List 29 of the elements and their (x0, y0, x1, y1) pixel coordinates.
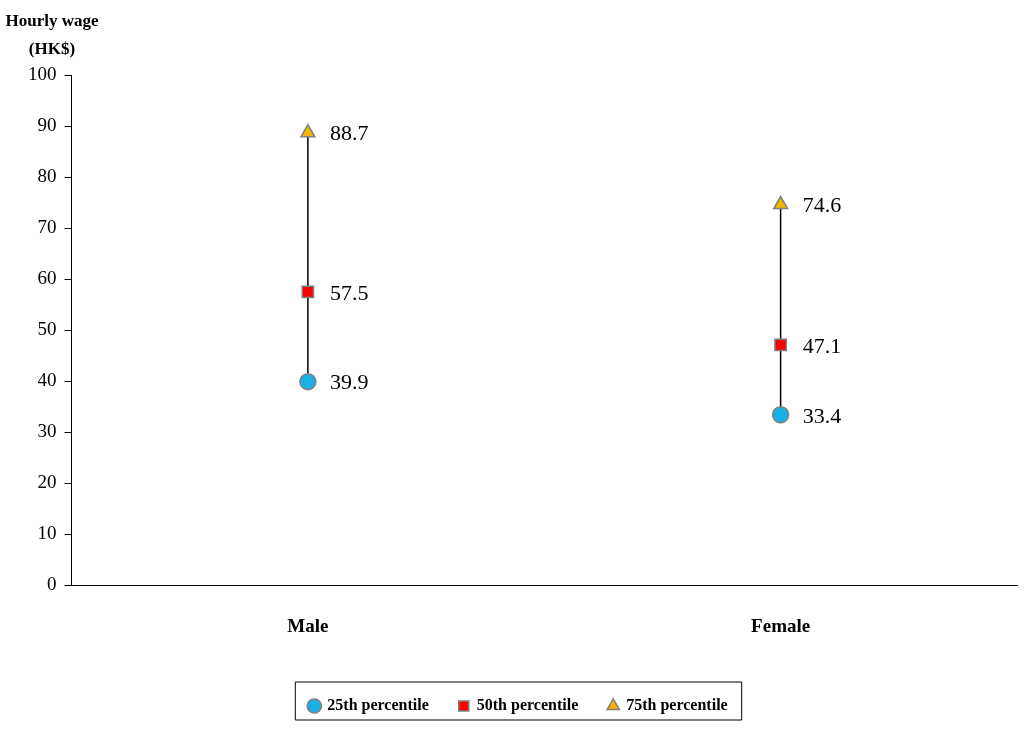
y-tick-label: 20 (37, 471, 57, 493)
y-tick-label: 50 (37, 318, 57, 340)
y-tick-label: 90 (37, 114, 57, 135)
y-tick-label: 30 (37, 420, 57, 442)
y-tick-label: 60 (37, 267, 57, 289)
point (300, 123, 316, 138)
y-tick-label: 80 (37, 165, 57, 187)
point (772, 195, 789, 210)
y-axis-title: Hourly wage (HK$) (5, 11, 99, 59)
y-tick-label: 100 (28, 62, 57, 84)
data-label: 39.9 (329, 369, 369, 395)
data-label: 57.5 (329, 279, 369, 305)
point (299, 372, 317, 391)
y-tick-label: 0 (47, 573, 57, 595)
data-label: 74.6 (802, 192, 842, 218)
y-tick-label: 40 (37, 369, 57, 391)
data-label: 88.7 (329, 120, 369, 146)
y-tick-label: 10 (37, 522, 57, 544)
point (774, 338, 788, 352)
legend-label: 75th percentile (626, 696, 728, 715)
legend-label: 50th percentile (476, 696, 579, 715)
y-tick-label: 70 (37, 216, 57, 238)
x-tick-label: Male (287, 614, 329, 636)
data-label: 47.1 (802, 332, 842, 358)
x-tick-label: Female (751, 614, 811, 636)
point (301, 285, 315, 299)
data-label: 33.4 (802, 402, 842, 428)
point (771, 406, 790, 424)
legend-label: 25th percentile (327, 696, 429, 715)
